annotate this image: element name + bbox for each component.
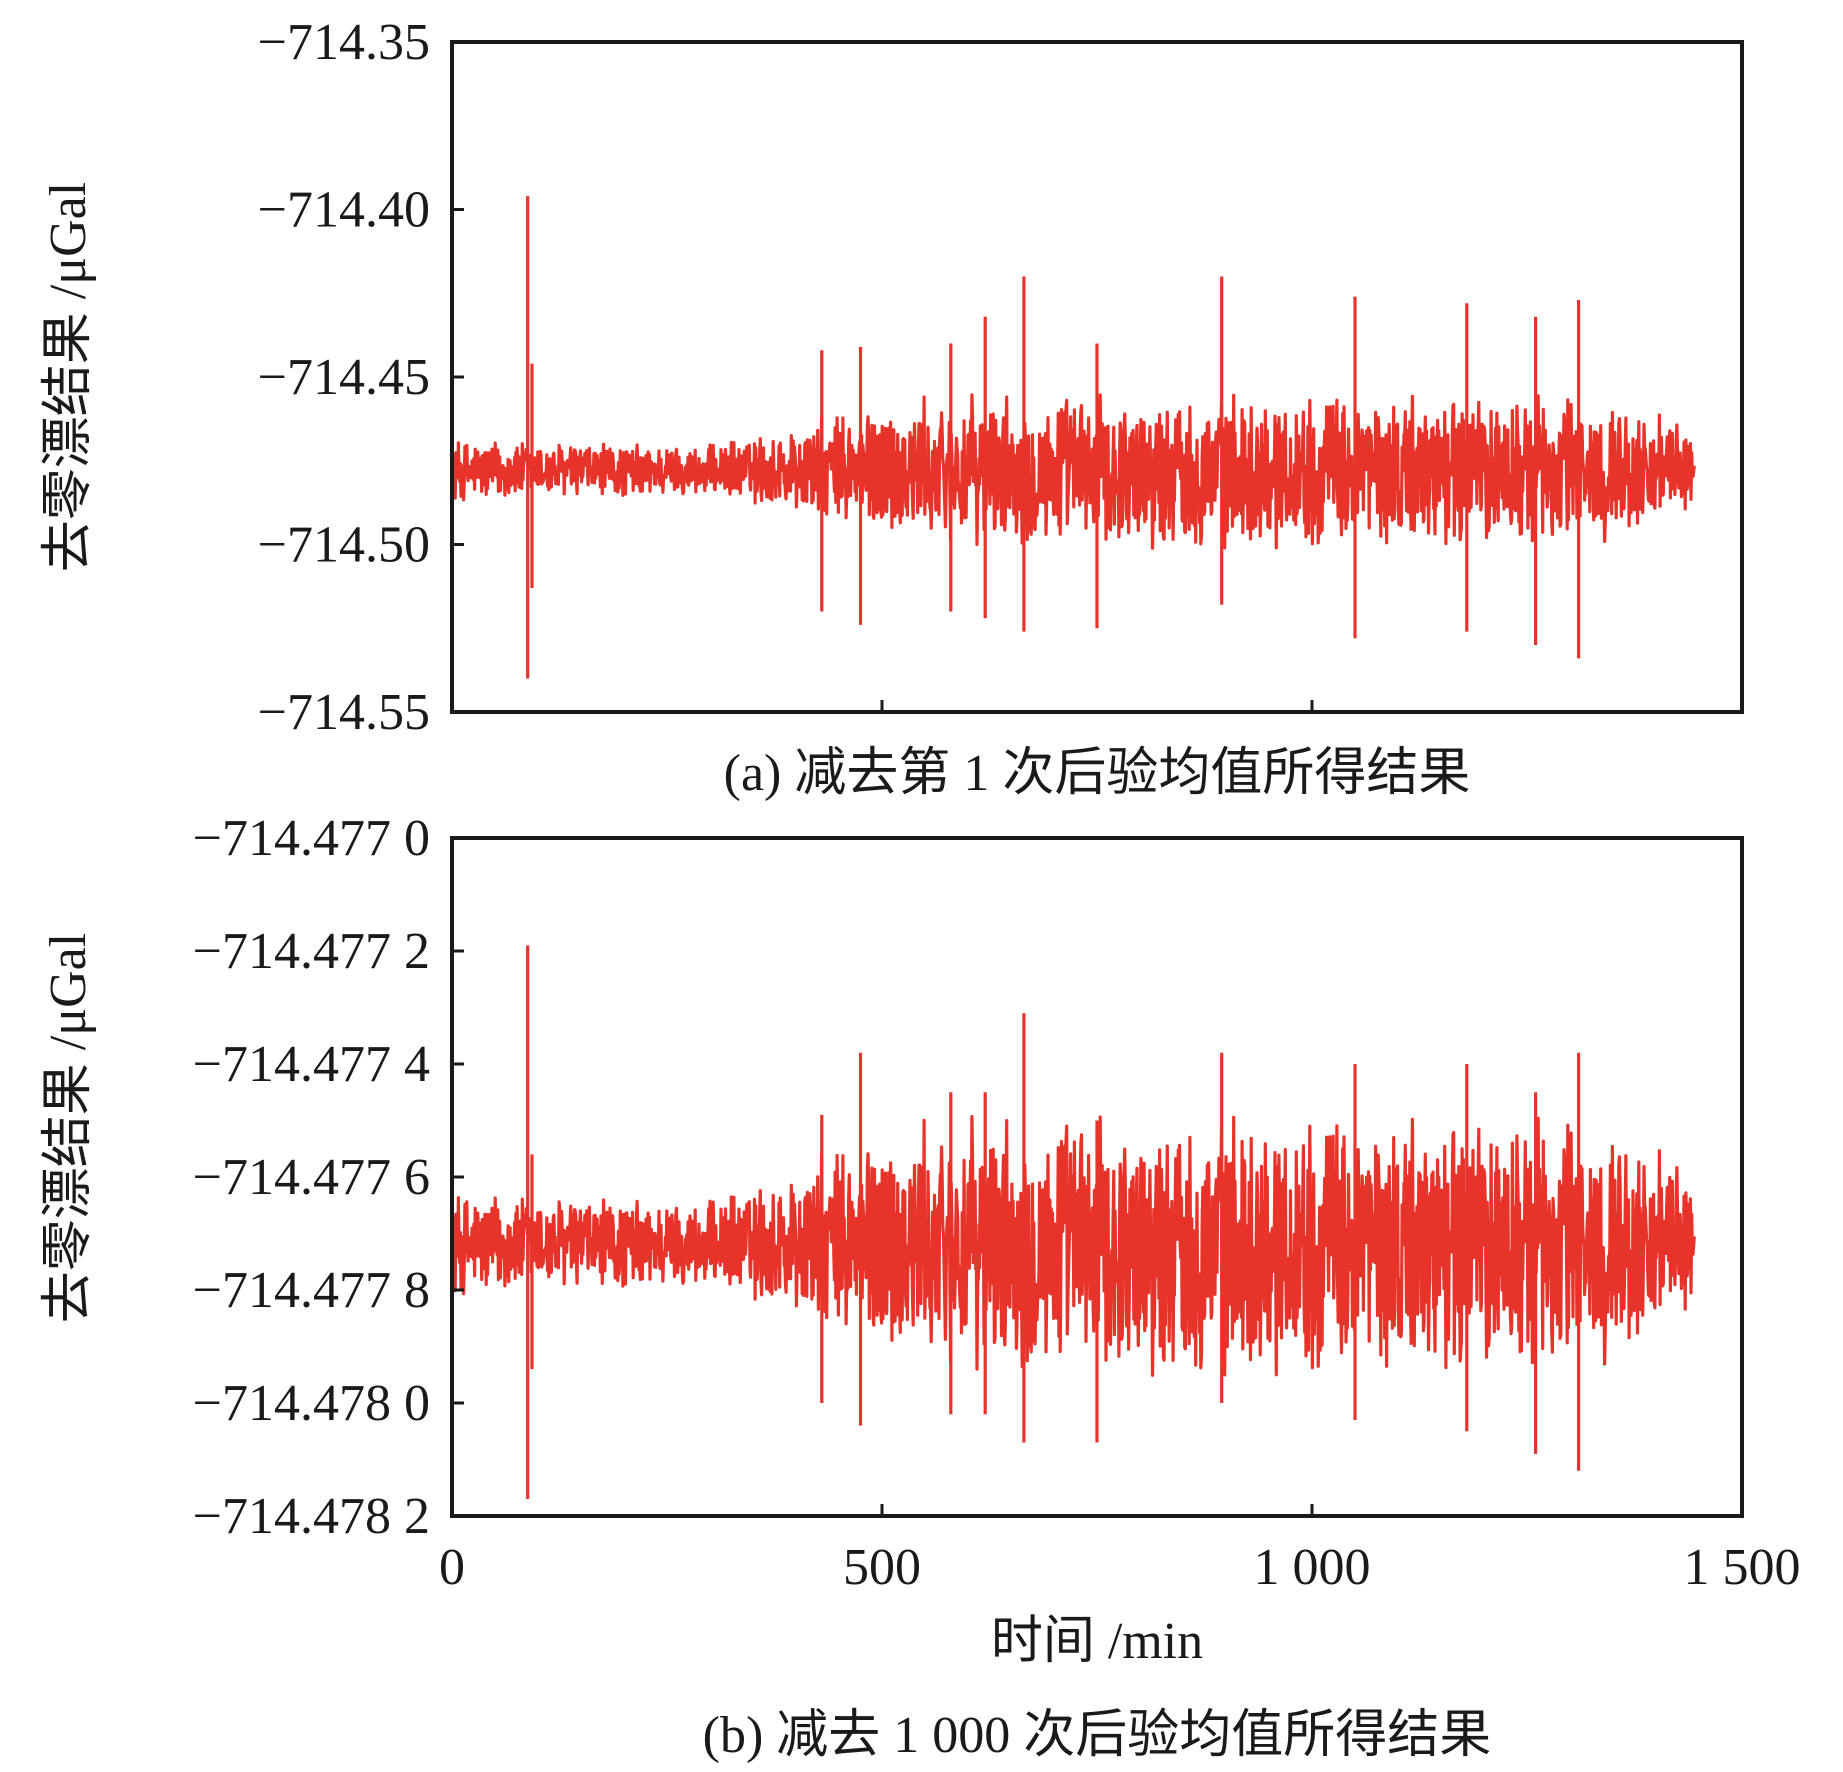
x-tick-label: 500	[843, 1539, 921, 1596]
caption-b: (b) 减去 1 000 次后验均值所得结果	[703, 1707, 1492, 1764]
y-axis-label-a: 去零漂结果 /μGal	[40, 182, 97, 572]
trace-a	[450, 196, 1696, 679]
x-tick-label: 1 000	[1254, 1539, 1371, 1596]
y-ticks-b: −714.477 0 −714.477 2 −714.477 4 −714.477 6…	[193, 810, 464, 1545]
y-tick-label: −714.477 2	[193, 923, 430, 980]
y-tick-label: −714.477 8	[193, 1262, 430, 1319]
x-tick-label: 0	[439, 1539, 465, 1596]
y-tick-label: −714.40	[258, 182, 430, 239]
y-tick-label: −714.478 0	[193, 1375, 430, 1432]
y-tick-label: −714.478 2	[193, 1488, 430, 1545]
panel-a: −714.35 −714.40 −714.45 −714.50 −714.55 去零漂结…	[40, 14, 1744, 802]
trace-b	[450, 945, 1696, 1500]
y-tick-label: −714.45	[258, 349, 430, 406]
panel-b: −714.477 0 −714.477 2 −714.477 4 −714.477 6…	[40, 810, 1801, 1764]
y-tick-label: −714.55	[258, 684, 430, 741]
y-axis-label-b: 去零漂结果 /μGal	[40, 933, 97, 1323]
x-ticks-a	[450, 700, 1744, 712]
y-tick-label: −714.477 0	[193, 810, 430, 867]
caption-a: (a) 减去第 1 次后验均值所得结果	[724, 745, 1471, 802]
series-line	[450, 393, 1696, 550]
x-tick-label: 1 500	[1684, 1539, 1801, 1596]
x-axis-label-b: 时间 /min	[991, 1613, 1203, 1670]
y-tick-label: −714.477 6	[193, 1149, 430, 1206]
y-tick-label: −714.50	[258, 517, 430, 574]
y-tick-label: −714.35	[258, 14, 430, 71]
y-tick-label: −714.477 4	[193, 1036, 430, 1093]
x-ticks-b: 0 500 1 000 1 500	[439, 1504, 1801, 1596]
y-ticks-a: −714.35 −714.40 −714.45 −714.50 −714.55	[258, 14, 464, 741]
series-line	[450, 1115, 1696, 1377]
